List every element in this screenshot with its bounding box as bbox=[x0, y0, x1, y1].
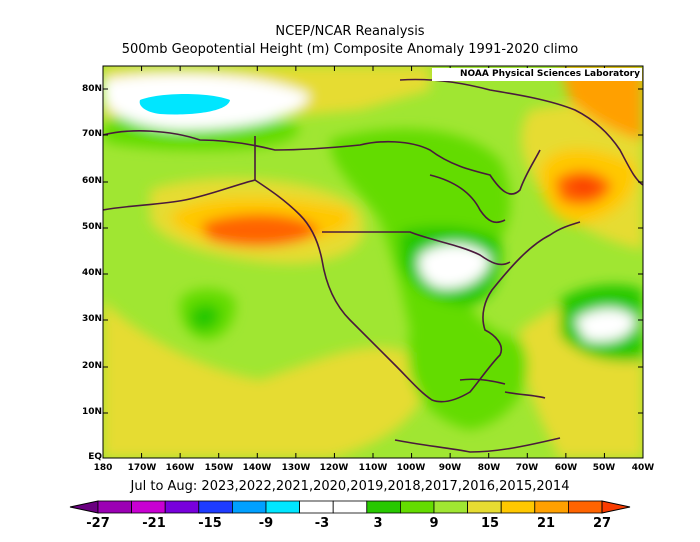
lon-tick-label: 40W bbox=[631, 463, 655, 473]
lat-tick-label: 70N bbox=[81, 129, 102, 139]
chart-title: NCEP/NCAR Reanalysis bbox=[275, 24, 425, 39]
colorbar-swatch bbox=[332, 500, 368, 514]
colorbar-swatch bbox=[231, 500, 267, 514]
colorbar-swatch bbox=[97, 500, 132, 514]
colorbar-label: 21 bbox=[536, 516, 556, 531]
lon-tick-label: 80W bbox=[477, 463, 501, 473]
lon-tick-label: 130W bbox=[281, 463, 311, 473]
lat-tick-label: 40N bbox=[81, 268, 102, 278]
lon-tick-label: 120W bbox=[319, 463, 349, 473]
chart-subtitle: 500mb Geopotential Height (m) Composite … bbox=[121, 42, 579, 57]
lon-tick-label: 60W bbox=[554, 463, 578, 473]
lon-tick-label: 70W bbox=[515, 463, 539, 473]
lat-tick-label: 80N bbox=[81, 84, 102, 94]
colorbar-label: 3 bbox=[373, 516, 383, 531]
colorbar-swatch bbox=[534, 500, 569, 514]
credit-label: NOAA Physical Sciences Laboratory bbox=[432, 68, 642, 81]
lat-tick-label: 60N bbox=[81, 176, 102, 186]
colorbar-label: -9 bbox=[258, 516, 274, 531]
colorbar-label: 9 bbox=[429, 516, 439, 531]
colorbar-swatch bbox=[164, 500, 200, 514]
colorbar-swatch bbox=[131, 500, 166, 514]
anomaly-field bbox=[103, 66, 643, 458]
colorbar-swatch bbox=[467, 500, 502, 514]
colorbar-arrow-high bbox=[601, 500, 631, 514]
lat-tick-label: 30N bbox=[81, 314, 102, 324]
colorbar-arrow-low bbox=[69, 500, 99, 514]
lon-tick-label: 180 bbox=[93, 463, 113, 473]
lat-tick-label: 50N bbox=[81, 222, 102, 232]
lon-tick-label: 90W bbox=[438, 463, 462, 473]
colorbar-label: -21 bbox=[142, 516, 166, 531]
colorbar-swatch bbox=[198, 500, 233, 514]
lon-tick-label: 150W bbox=[204, 463, 234, 473]
colorbar-label: -3 bbox=[314, 516, 330, 531]
colorbar-swatch bbox=[265, 500, 300, 514]
colorbar-swatch bbox=[399, 500, 435, 514]
colorbar-swatch bbox=[433, 500, 468, 514]
colorbar-label: -15 bbox=[198, 516, 222, 531]
lon-tick-label: 110W bbox=[358, 463, 388, 473]
colorbar-swatch bbox=[500, 500, 536, 514]
lon-tick-label: 140W bbox=[242, 463, 272, 473]
colorbar-label: -27 bbox=[86, 516, 110, 531]
colorbar-label: 27 bbox=[592, 516, 612, 531]
colorbar-swatch bbox=[299, 500, 334, 514]
lat-tick-label: 20N bbox=[81, 361, 102, 371]
lat-tick-label: 10N bbox=[81, 407, 102, 417]
period-label: Jul to Aug: 2023,2022,2021,2020,2019,201… bbox=[130, 479, 570, 494]
lon-tick-label: 100W bbox=[396, 463, 426, 473]
colorbar-swatch bbox=[366, 500, 401, 514]
colorbar-swatch bbox=[568, 500, 603, 514]
lon-tick-label: 50W bbox=[592, 463, 616, 473]
colorbar bbox=[69, 500, 631, 514]
colorbar-label: 15 bbox=[480, 516, 500, 531]
axis-ticks bbox=[102, 66, 644, 459]
lon-tick-label: 160W bbox=[165, 463, 195, 473]
lon-tick-label: 170W bbox=[127, 463, 157, 473]
coastlines bbox=[103, 78, 643, 453]
lat-tick-label: EQ bbox=[88, 452, 102, 462]
